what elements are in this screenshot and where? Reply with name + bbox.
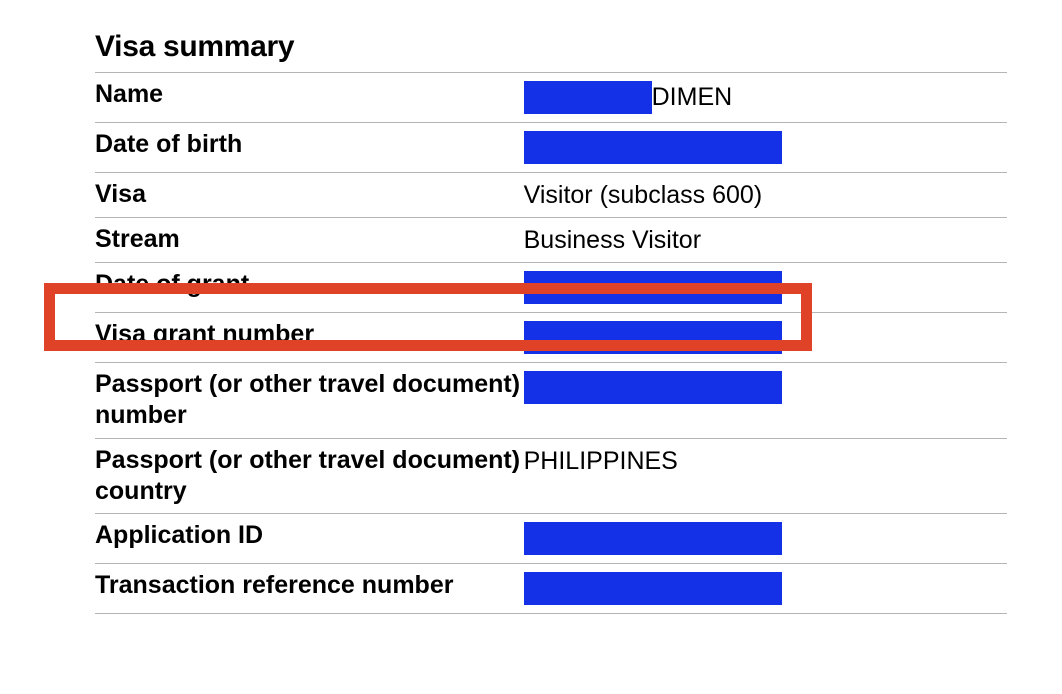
- table-row: Name DIMEN: [95, 73, 1007, 123]
- redaction-box: [524, 131, 782, 164]
- visa-summary-page: Visa summary NameDIMENDate of birthVisaV…: [0, 0, 1062, 694]
- table-row: Date of birth: [95, 123, 1007, 173]
- row-label: Visa: [95, 173, 524, 218]
- table-row: StreamBusiness Visitor: [95, 218, 1007, 263]
- row-value: Business Visitor: [524, 218, 1007, 263]
- redaction-box: [524, 371, 782, 404]
- row-value: DIMEN: [524, 73, 1007, 123]
- row-value: [524, 564, 1007, 614]
- row-label: Name: [95, 73, 524, 123]
- table-row: Passport (or other travel document) numb…: [95, 363, 1007, 439]
- redaction-box: [524, 321, 782, 354]
- row-value-text: PHILIPPINES: [524, 446, 678, 474]
- table-row: Transaction reference number: [95, 564, 1007, 614]
- row-value: [524, 514, 1007, 564]
- table-row: Date of grant: [95, 263, 1007, 313]
- visa-summary-table: Name DIMEN Date of birthVisaVisitor (subcl…: [95, 72, 1007, 614]
- visa-summary-tbody: Name DIMEN Date of birthVisaVisitor (subcl…: [95, 73, 1007, 614]
- redaction-box: [524, 522, 782, 555]
- row-value-text: DIMEN: [652, 83, 733, 111]
- row-label: Visa grant number: [95, 313, 524, 363]
- row-label: Passport (or other travel document) coun…: [95, 438, 524, 514]
- redaction-box: [524, 572, 782, 605]
- row-value: [524, 313, 1007, 363]
- table-row: VisaVisitor (subclass 600): [95, 173, 1007, 218]
- table-row: Application ID: [95, 514, 1007, 564]
- redaction-box: [524, 81, 652, 114]
- table-row: Passport (or other travel document) coun…: [95, 438, 1007, 514]
- row-value: [524, 363, 1007, 439]
- row-label: Date of birth: [95, 123, 524, 173]
- row-label: Application ID: [95, 514, 524, 564]
- row-label: Transaction reference number: [95, 564, 524, 614]
- row-value: [524, 123, 1007, 173]
- table-row: Visa grant number: [95, 313, 1007, 363]
- row-label: Date of grant: [95, 263, 524, 313]
- redaction-box: [524, 271, 782, 304]
- row-label: Passport (or other travel document) numb…: [95, 363, 524, 439]
- row-value-text: Visitor (subclass 600): [524, 181, 763, 209]
- row-value: [524, 263, 1007, 313]
- row-value: PHILIPPINES: [524, 438, 1007, 514]
- page-title: Visa summary: [95, 30, 1007, 64]
- row-value-text: Business Visitor: [524, 226, 701, 254]
- row-label: Stream: [95, 218, 524, 263]
- row-value: Visitor (subclass 600): [524, 173, 1007, 218]
